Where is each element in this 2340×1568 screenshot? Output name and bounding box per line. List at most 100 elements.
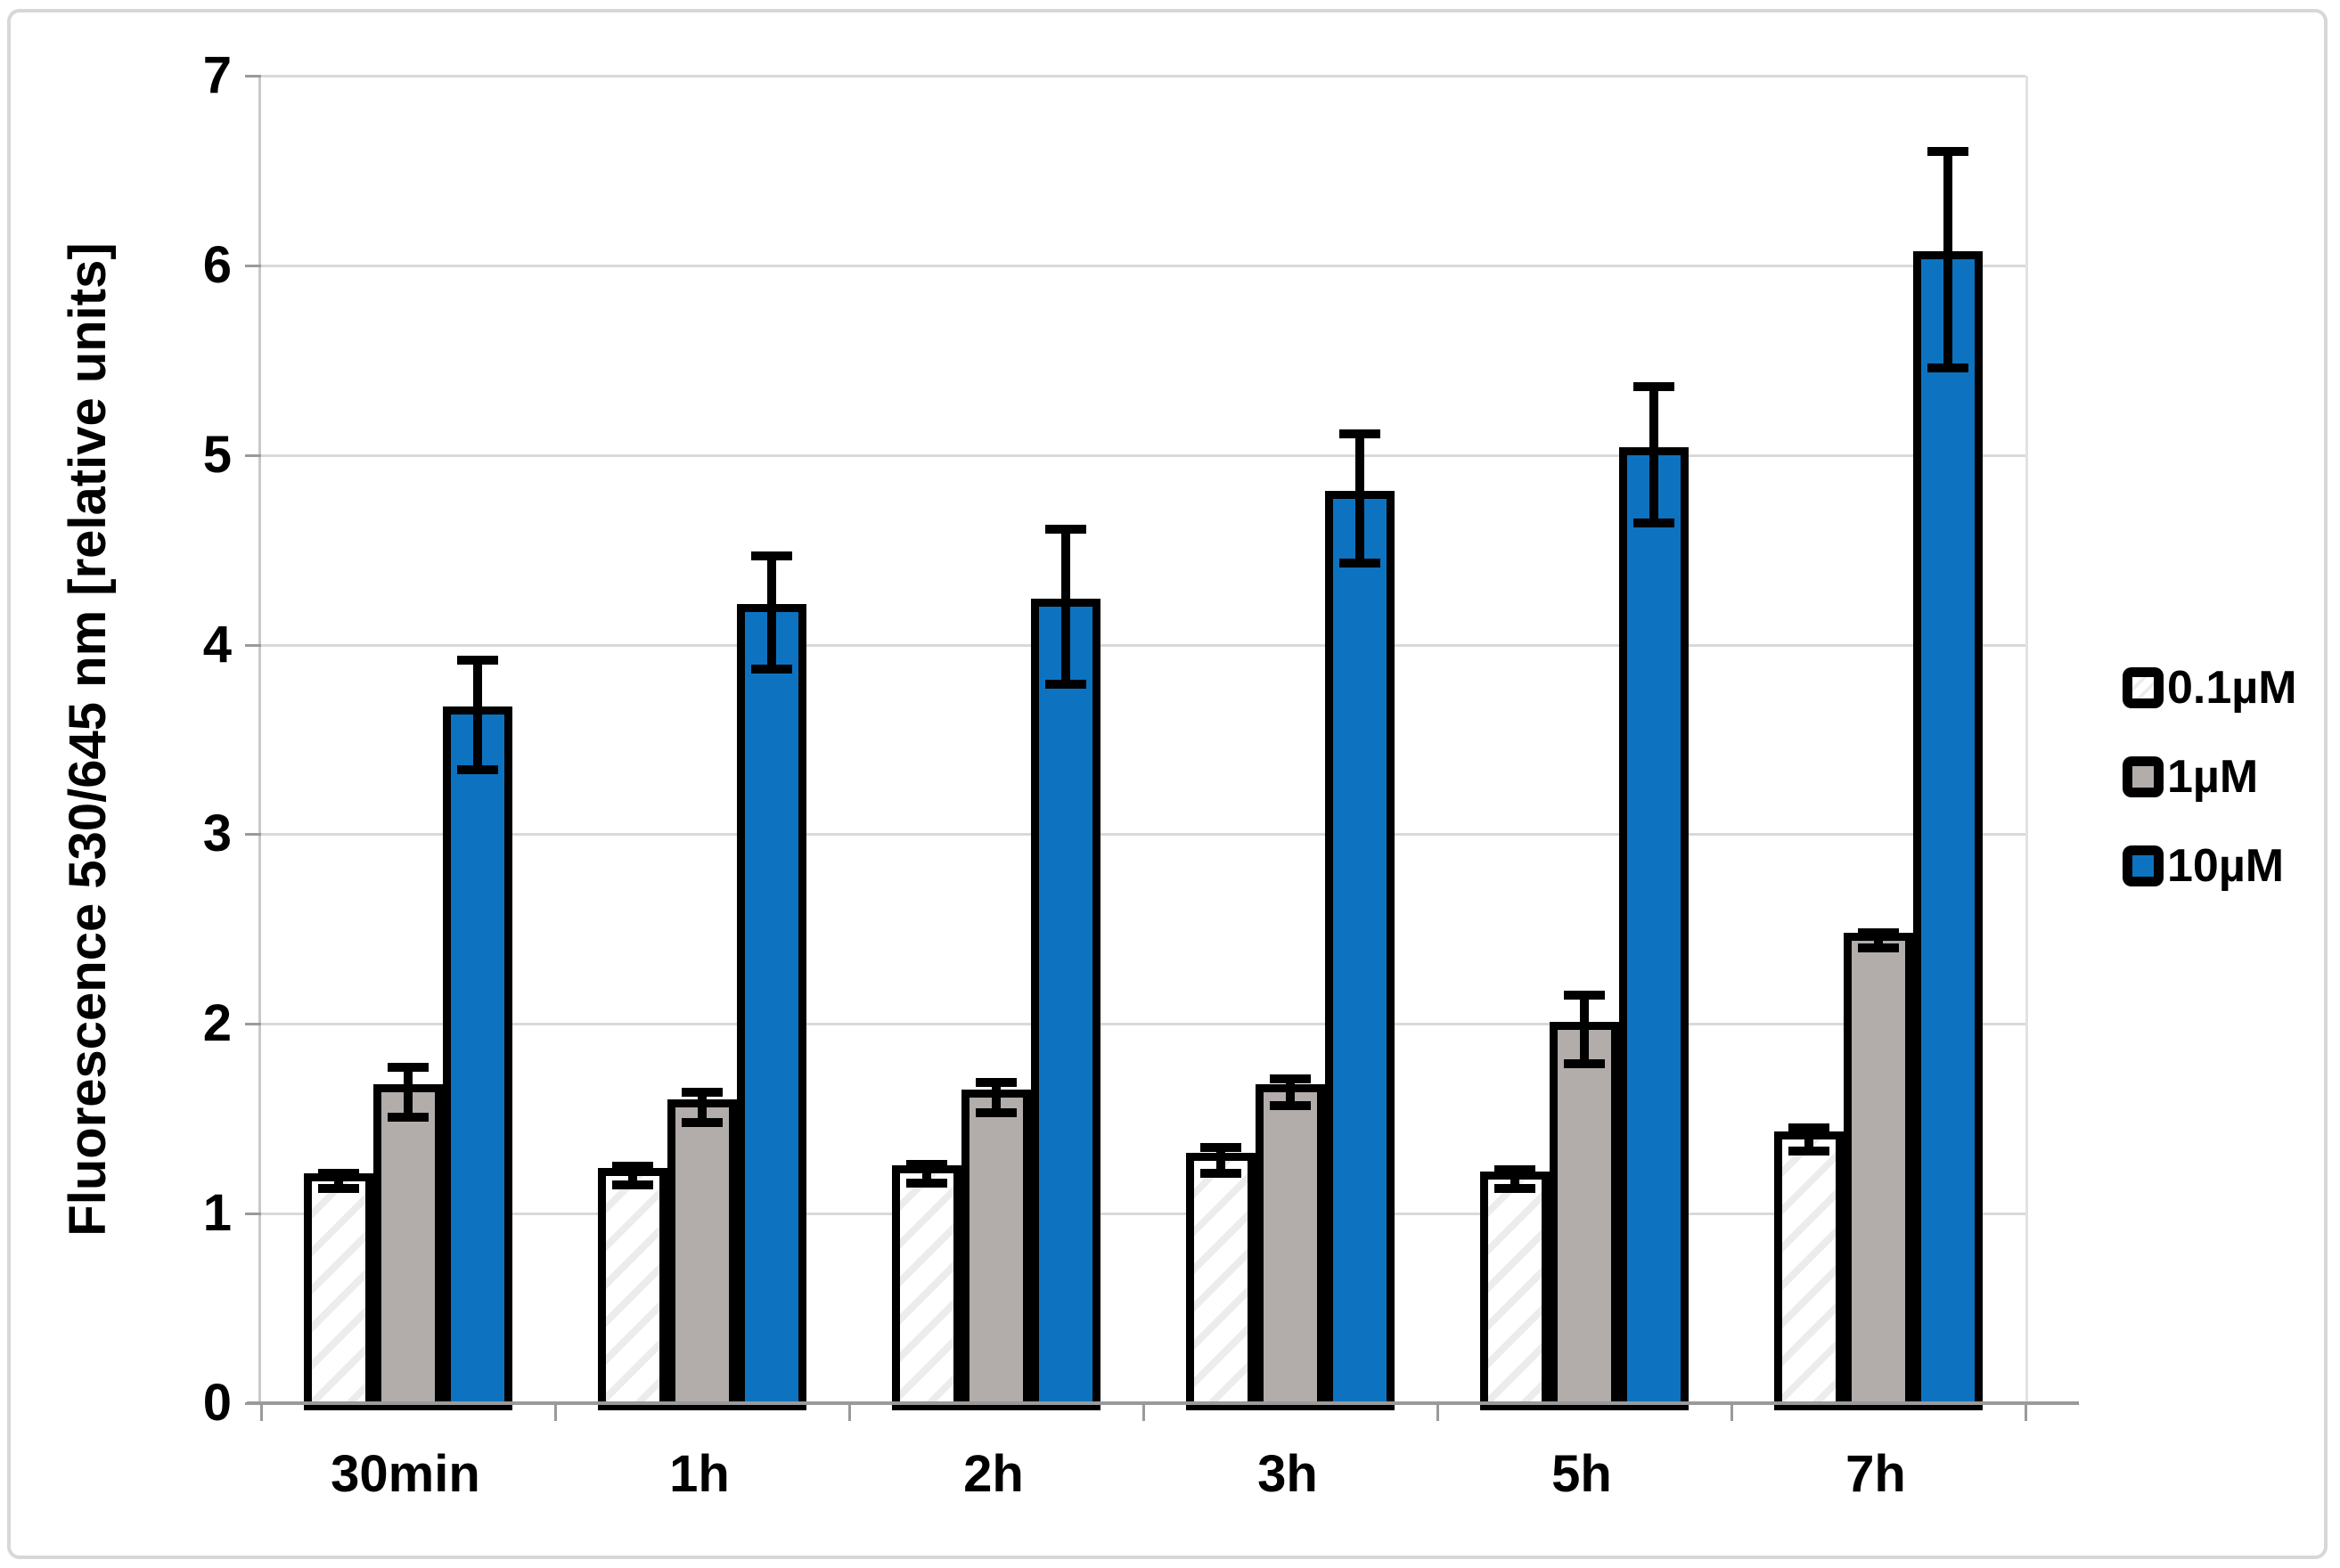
- error-bar: [767, 555, 776, 670]
- error-bar-cap: [1788, 1123, 1829, 1133]
- error-bar-cap: [1858, 943, 1899, 953]
- gridline: [261, 453, 2025, 457]
- error-bar-cap: [388, 1063, 429, 1073]
- bar-1µM-2h: [961, 1090, 1031, 1410]
- error-bar: [992, 1082, 1001, 1114]
- error-bar-cap: [1927, 147, 1968, 157]
- y-tick-label: 4: [202, 615, 232, 674]
- x-tick-label: 7h: [1845, 1445, 1906, 1503]
- error-bar-cap: [1927, 363, 1968, 372]
- error-bar-cap: [1858, 928, 1899, 938]
- x-tick-label: 5h: [1551, 1445, 1612, 1503]
- legend-swatch-icon: [2123, 667, 2164, 708]
- x-axis-tick: [260, 1405, 263, 1421]
- y-tick-label: 1: [202, 1184, 232, 1243]
- legend-label: 0.1µM: [2167, 662, 2297, 714]
- bar-0.1µM-1h: [598, 1167, 667, 1410]
- bar-0.1µM-5h: [1480, 1171, 1550, 1410]
- y-axis-tick: [245, 75, 261, 78]
- y-tick-label: 2: [202, 994, 232, 1053]
- error-bar-cap: [457, 765, 498, 775]
- error-bar-cap: [906, 1179, 947, 1188]
- bar-0.1µM-3h: [1186, 1152, 1256, 1410]
- error-bar: [404, 1067, 413, 1117]
- error-bar-cap: [682, 1117, 723, 1127]
- y-tick-label: 6: [202, 235, 232, 294]
- legend-label: 1µM: [2167, 751, 2259, 803]
- error-bar: [1649, 387, 1658, 524]
- x-axis-line: [247, 1401, 2079, 1405]
- error-bar: [473, 659, 482, 771]
- bar-0.1µM-7h: [1774, 1131, 1844, 1410]
- error-bar-cap: [1788, 1146, 1829, 1156]
- y-axis-tick: [245, 264, 261, 267]
- legend-swatch-icon: [2123, 756, 2164, 797]
- error-bar-cap: [457, 655, 498, 665]
- bar-0.1µM-30min: [304, 1172, 373, 1410]
- x-axis-tick: [848, 1405, 851, 1421]
- bar-1µM-30min: [373, 1083, 443, 1410]
- bar-1µM-7h: [1844, 932, 1913, 1410]
- bar-10µM-2h: [1031, 599, 1100, 1410]
- error-bar: [1355, 434, 1364, 564]
- error-bar: [698, 1091, 707, 1123]
- bar-1µM-3h: [1256, 1083, 1325, 1410]
- y-tick-label: 0: [202, 1374, 232, 1432]
- legend-swatch-icon: [2123, 845, 2164, 886]
- error-bar: [1943, 151, 1952, 368]
- y-tick-label: 5: [202, 425, 232, 484]
- error-bar-cap: [1633, 519, 1674, 528]
- error-bar-cap: [318, 1184, 359, 1194]
- y-axis-tick: [245, 1213, 261, 1216]
- gridline: [261, 1213, 2025, 1216]
- x-axis-tick: [2025, 1405, 2027, 1421]
- error-bar-cap: [1339, 559, 1380, 568]
- error-bar-cap: [1494, 1165, 1535, 1175]
- legend-item-0.1µM: 0.1µM: [2123, 659, 2297, 716]
- bar-1µM-5h: [1550, 1021, 1619, 1410]
- error-bar-cap: [906, 1159, 947, 1169]
- error-bar-cap: [388, 1112, 429, 1122]
- y-axis-title: Fluorescence 530/645 nm [relative units]: [59, 242, 117, 1237]
- gridline: [261, 1023, 2025, 1026]
- plot-area: [245, 75, 2079, 1421]
- error-bar-cap: [682, 1087, 723, 1097]
- error-bar-cap: [1200, 1142, 1241, 1152]
- error-bar-cap: [751, 551, 792, 560]
- bar-10µM-7h: [1913, 251, 1983, 1410]
- legend-item-10µM: 10µM: [2123, 837, 2284, 894]
- error-bar-cap: [1633, 382, 1674, 392]
- gridline: [261, 643, 2025, 647]
- bar-1µM-1h: [667, 1098, 737, 1410]
- x-tick-label: 30min: [331, 1445, 480, 1503]
- x-axis-tick: [554, 1405, 557, 1421]
- error-bar-cap: [1045, 524, 1086, 534]
- error-bar-cap: [976, 1108, 1017, 1118]
- error-bar-cap: [1045, 680, 1086, 690]
- y-axis-tick: [245, 1023, 261, 1026]
- error-bar-cap: [1339, 429, 1380, 439]
- x-tick-label: 3h: [1257, 1445, 1318, 1503]
- error-bar: [1874, 933, 1883, 949]
- bar-10µM-1h: [737, 604, 806, 1410]
- error-bar-cap: [612, 1180, 653, 1190]
- x-axis-tick: [1436, 1405, 1439, 1421]
- gridline: [261, 264, 2025, 267]
- error-bar: [1580, 995, 1589, 1064]
- y-axis-tick: [245, 453, 261, 457]
- legend-item-1µM: 1µM: [2123, 748, 2258, 805]
- y-tick-label: 3: [202, 804, 232, 863]
- error-bar: [628, 1165, 637, 1186]
- error-bar-cap: [1494, 1184, 1535, 1194]
- x-axis-tick: [1142, 1405, 1145, 1421]
- y-axis-tick: [245, 833, 261, 837]
- error-bar: [1286, 1079, 1295, 1106]
- error-bar: [1510, 1170, 1519, 1189]
- error-bar: [1804, 1128, 1813, 1151]
- x-tick-label: 2h: [963, 1445, 1024, 1503]
- error-bar-cap: [751, 665, 792, 674]
- gridline: [261, 75, 2025, 78]
- bar-10µM-3h: [1325, 490, 1395, 1410]
- y-tick-label: 7: [202, 46, 232, 104]
